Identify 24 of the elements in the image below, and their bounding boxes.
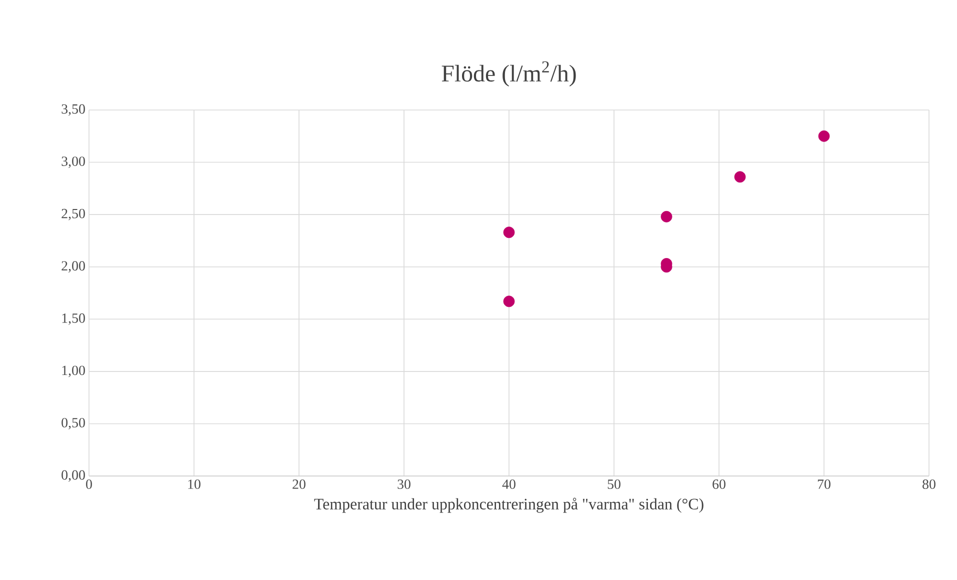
y-tick-label: 1,50 — [62, 313, 85, 325]
point — [660, 210, 672, 222]
x-tick-label: 40 — [502, 480, 516, 489]
y-tick-label: 1,00 — [62, 366, 85, 378]
x-tick-label: 50 — [608, 480, 620, 489]
chart-title: Flöde (l/m$^{2}$/h) — [442, 61, 576, 87]
y-tick-label: 2,50 — [62, 208, 85, 220]
x-tick-label: 70 — [818, 480, 830, 489]
x-tick-label: 10 — [188, 480, 200, 489]
point — [734, 171, 746, 183]
y-tick-label: 3,50 — [62, 104, 85, 116]
point — [503, 296, 515, 308]
x-tick-label: 80 — [922, 480, 936, 489]
x-tick-label: 20 — [292, 480, 306, 489]
y-tick-label: 0,00 — [62, 470, 85, 482]
x-tick-label: 0 — [86, 480, 92, 489]
point — [818, 130, 830, 142]
y-tick-label: 2,00 — [62, 261, 85, 273]
x-axis-title: Temperatur under uppkoncentreringen på "varma" sidan (°C) — [314, 498, 704, 513]
point — [503, 226, 515, 238]
y-tick-label: 0,50 — [62, 418, 85, 430]
x-tick-label: 60 — [712, 480, 726, 489]
y-tick-label: 3,00 — [62, 156, 85, 168]
x-tick-label: 30 — [398, 480, 410, 489]
